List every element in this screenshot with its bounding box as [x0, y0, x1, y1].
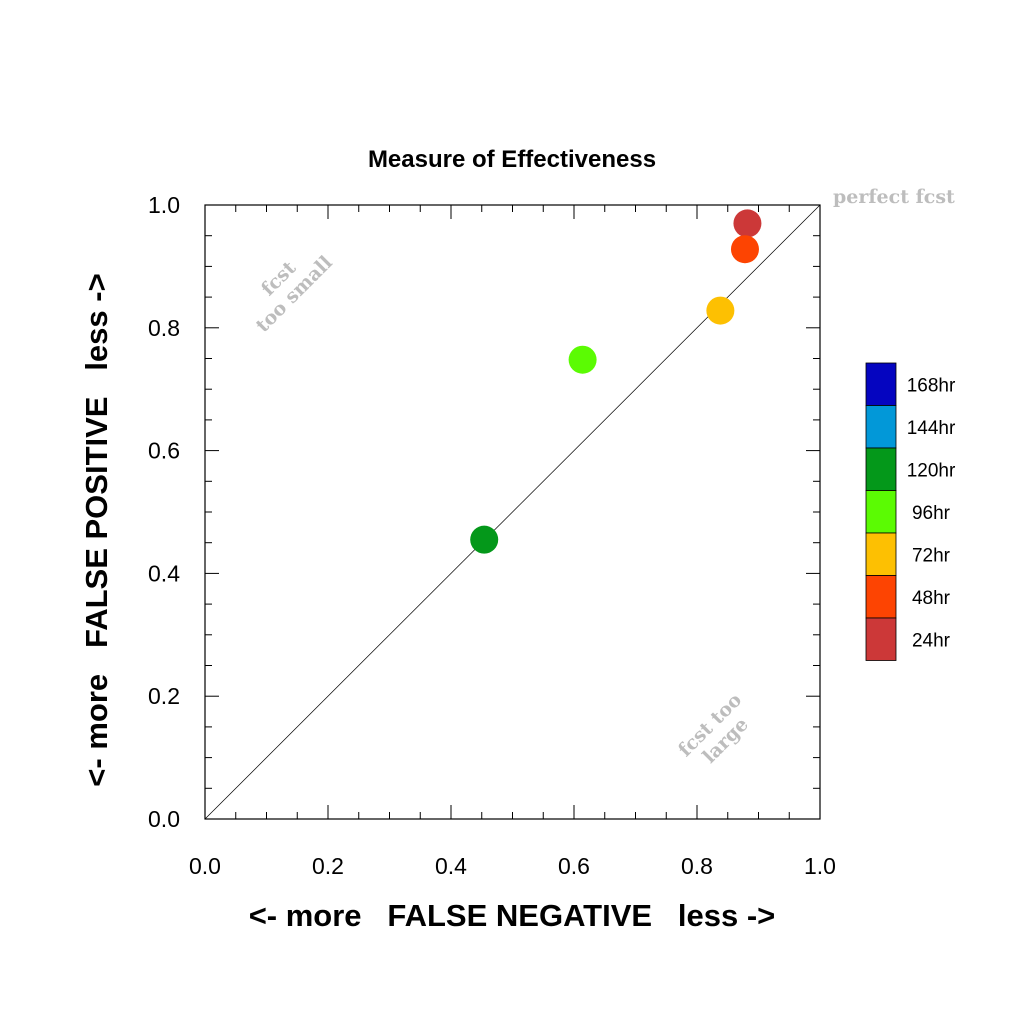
legend-swatch-144hr	[865, 405, 897, 449]
annotation-fcst-too-large: fcst too large	[674, 689, 753, 768]
legend-label-96hr: 96hr	[912, 503, 951, 524]
legend-swatch-48hr	[865, 575, 897, 619]
x-tick-label: 0.2	[312, 853, 344, 879]
legend-swatch-24hr	[865, 617, 897, 661]
y-tick-label: 0.8	[148, 315, 180, 341]
x-tick-label: 0.6	[558, 853, 590, 879]
y-tick-label: 0.4	[148, 560, 180, 586]
annotation-small-line2: too small	[252, 252, 337, 337]
legend-swatch-96hr	[865, 490, 897, 534]
x-tick-label: 0.8	[681, 853, 713, 879]
legend-swatch-72hr	[865, 532, 897, 576]
y-tick-label: 0.2	[148, 683, 180, 709]
data-point-48hr	[730, 235, 759, 264]
data-point-24hr	[733, 209, 762, 238]
data-point-120hr	[470, 525, 499, 554]
legend-label-48hr: 48hr	[912, 588, 951, 609]
x-tick-label: 1.0	[804, 853, 836, 879]
legend-label-120hr: 120hr	[907, 460, 956, 481]
chart-title: Measure of Effectiveness	[368, 146, 656, 173]
legend-label-168hr: 168hr	[907, 375, 956, 396]
y-tick-label: 1.0	[148, 192, 180, 218]
data-points	[470, 209, 762, 554]
legend-label-24hr: 24hr	[912, 630, 951, 651]
y-axis-label: <- more FALSE POSITIVE less ->	[79, 273, 114, 786]
legend-label-144hr: 144hr	[907, 418, 956, 439]
tick-marks	[204, 204, 821, 820]
legend: 168hr 144hr 120hr 96hr 72hr 48hr 24hr	[865, 362, 956, 661]
x-axis-label: <- more FALSE NEGATIVE less ->	[249, 898, 776, 933]
x-tick-label: 0.0	[189, 853, 221, 879]
annotation-fcst-too-small: fcst too small	[252, 252, 337, 337]
x-tick-label: 0.4	[435, 853, 467, 879]
legend-swatch-168hr	[865, 362, 897, 406]
y-tick-label: 0.6	[148, 438, 180, 464]
y-tick-label: 0.0	[148, 806, 180, 832]
data-point-96hr	[568, 345, 597, 374]
annotation-perfect-fcst: perfect fcst	[833, 186, 955, 208]
data-point-72hr	[706, 296, 735, 325]
legend-label-72hr: 72hr	[912, 545, 951, 566]
legend-swatch-120hr	[865, 447, 897, 491]
tick-labels: 0.0 0.2 0.4 0.6 0.8 1.0 0.0 0.2 0.4 0.6 0.8 1.0	[148, 192, 836, 879]
